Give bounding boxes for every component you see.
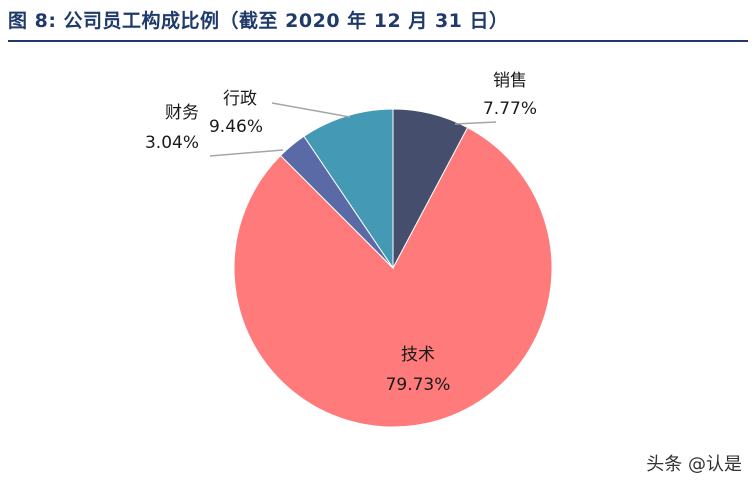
slice-labels: 销售 7.77% 技术 79.73% 财务 3.04% 行政 9.46%	[145, 71, 537, 395]
title-underline	[8, 40, 748, 42]
slice-percent-label-2: 3.04%	[145, 133, 199, 153]
leader-line-3	[271, 102, 351, 118]
leader-line-2	[209, 149, 284, 157]
leader-lines	[209, 102, 497, 157]
pie-slices	[233, 108, 553, 428]
slice-name-label-0: 销售	[493, 71, 527, 91]
pie-slice-1	[233, 126, 553, 428]
watermark: 头条 @认是	[646, 454, 742, 475]
slice-name-label-3: 行政	[223, 89, 257, 109]
chart-title: 图 8: 公司员工构成比例（截至 2020 年 12 月 31 日）	[8, 10, 509, 32]
leader-line-0	[454, 121, 497, 125]
slice-name-label-1: 技术	[401, 345, 435, 365]
slice-percent-label-3: 9.46%	[209, 117, 263, 137]
slice-percent-label-0: 7.77%	[483, 99, 537, 119]
slice-percent-label-1: 79.73%	[386, 375, 451, 395]
slice-name-label-2: 财务	[165, 103, 199, 123]
